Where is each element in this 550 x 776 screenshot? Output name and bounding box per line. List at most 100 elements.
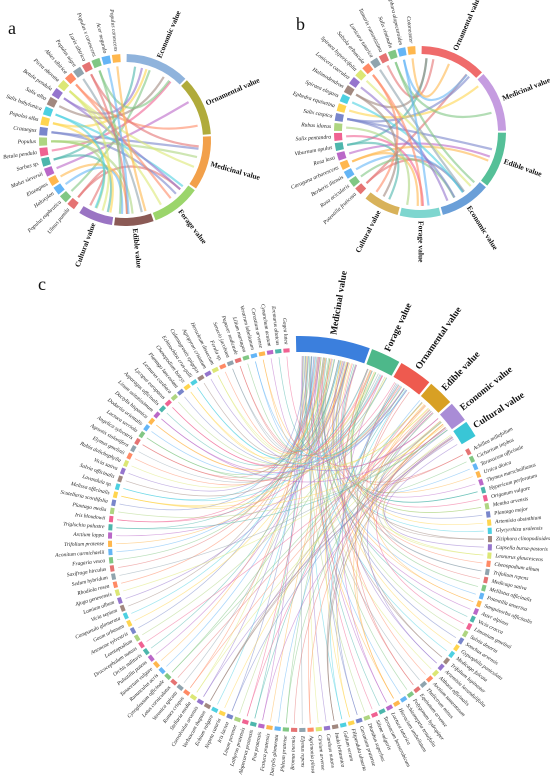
species-arc	[112, 491, 119, 499]
species-arc	[355, 717, 363, 724]
species-arc	[142, 647, 150, 656]
species-label: Salix pentandra	[295, 134, 331, 142]
chord-link	[232, 368, 381, 457]
chord-link	[360, 86, 449, 202]
category-arc	[453, 421, 476, 445]
species-label: Tamarix ramosissima	[357, 8, 384, 54]
species-label: Caragana arborescens	[290, 165, 339, 191]
species-arc	[453, 644, 460, 652]
species-arc	[153, 411, 161, 419]
category-label: Medicinal value	[501, 75, 550, 102]
chord-link	[309, 427, 446, 724]
species-arc	[448, 650, 456, 659]
chord-link	[309, 357, 322, 724]
species-arc	[478, 478, 484, 486]
category-arc	[366, 349, 400, 376]
species-arc	[486, 519, 492, 526]
species-arc	[183, 383, 191, 391]
species-arc	[334, 112, 344, 122]
species-arc	[164, 399, 172, 407]
chord-link	[166, 359, 336, 466]
species-arc	[362, 63, 374, 75]
chord-link	[366, 389, 480, 580]
chord-link	[189, 408, 430, 688]
chord-link	[171, 402, 423, 673]
species-arc	[211, 706, 219, 713]
species-arc	[407, 46, 416, 55]
chord-link	[116, 356, 318, 553]
species-arc	[457, 637, 465, 645]
category-arc	[440, 182, 486, 215]
species-arc	[196, 698, 205, 706]
species-arc	[91, 57, 102, 69]
species-arc	[283, 348, 290, 353]
chord-link	[372, 404, 474, 603]
chord-link	[203, 438, 454, 697]
species-arc	[469, 615, 476, 623]
species-arc	[109, 565, 115, 572]
category-label: Ornamental value	[204, 75, 261, 107]
chord-link	[121, 425, 445, 509]
chord-link	[262, 359, 403, 458]
species-arc	[399, 695, 408, 703]
species-arc	[233, 716, 242, 723]
chord-link	[369, 400, 470, 494]
species-arc	[355, 69, 367, 81]
chord-link	[224, 404, 426, 709]
chord-link	[224, 361, 345, 454]
chord-link	[63, 97, 181, 191]
species-arc	[59, 191, 72, 203]
species-arc	[363, 714, 371, 721]
species-arc	[307, 727, 314, 732]
species-arc	[219, 363, 227, 370]
species-label: Carduus nutans	[325, 734, 336, 769]
category-arc	[189, 136, 211, 189]
chord-link	[172, 370, 372, 466]
species-arc	[133, 634, 141, 642]
species-arc	[226, 713, 234, 720]
chord-link	[119, 422, 442, 576]
species-arc	[108, 540, 113, 547]
species-arc	[197, 374, 205, 382]
species-label: Crataegus	[13, 126, 37, 134]
species-label: Agrimonia pilosa	[308, 735, 316, 774]
chord-link	[342, 364, 483, 564]
chord-link	[121, 356, 320, 584]
species-arc	[355, 183, 367, 195]
chord-link	[372, 74, 423, 207]
species-arc	[108, 515, 114, 523]
species-label: Viburnum opulus	[294, 145, 333, 158]
species-label: Bromus inermis	[290, 736, 297, 770]
species-arc	[41, 156, 51, 167]
species-arc	[370, 711, 379, 718]
species-label: Glycyrrhiza uralensis	[496, 526, 543, 534]
species-arc	[406, 691, 415, 699]
chord-link	[305, 356, 366, 713]
species-label: Rosa laxa	[312, 155, 336, 168]
panel-a-chord-diagram: a Economic value Ornamental value Medicina…	[3, 8, 262, 269]
species-arc	[46, 96, 58, 108]
species-arc	[266, 725, 273, 730]
chord-link	[402, 59, 430, 206]
species-arc	[64, 72, 77, 85]
category-arc	[365, 192, 400, 216]
species-arc	[378, 708, 386, 715]
species-arc	[465, 448, 472, 456]
species-label: Rubus idaeus	[300, 122, 331, 130]
chord-link	[239, 365, 383, 456]
species-arc	[226, 360, 234, 367]
species-arc	[482, 494, 488, 502]
chord-link	[217, 356, 315, 705]
chord-link	[125, 368, 368, 497]
species-arc	[241, 719, 249, 725]
species-arc	[114, 483, 121, 491]
species-arc	[39, 126, 48, 136]
species-arc	[170, 678, 178, 686]
species-arc	[158, 405, 167, 413]
chord-link	[123, 421, 441, 592]
species-arc	[158, 667, 166, 675]
species-arc	[392, 700, 401, 707]
species-label: Betula pendula	[3, 150, 38, 161]
species-arc	[39, 147, 49, 157]
chord-link	[348, 85, 479, 119]
